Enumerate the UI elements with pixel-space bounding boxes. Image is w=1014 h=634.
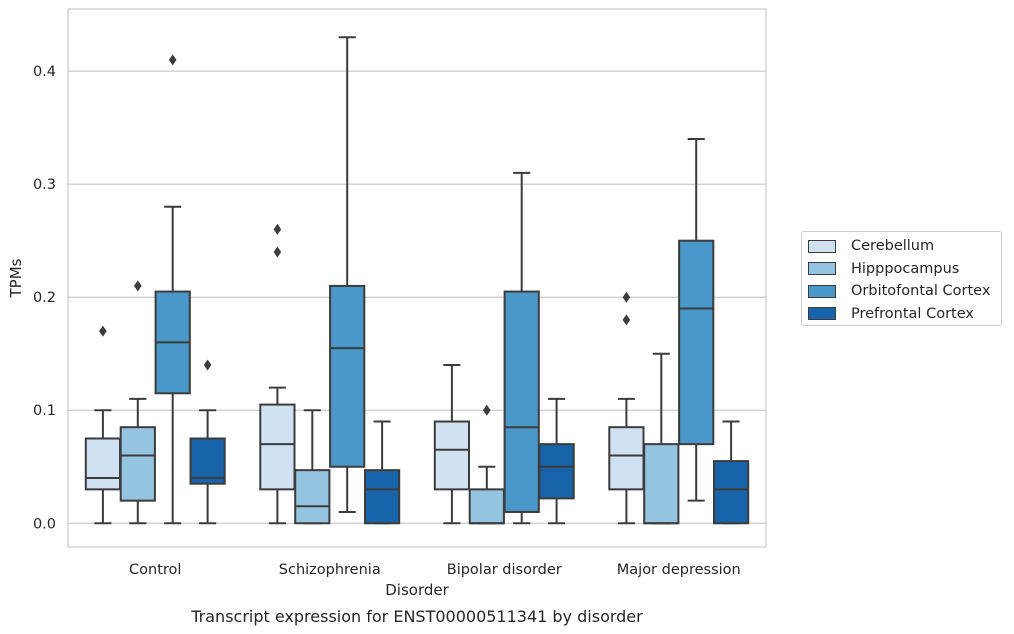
plot-frame [67,8,767,548]
legend-swatch [808,239,836,253]
y-tick-label: 0.2 [33,290,56,306]
legend-swatch [808,262,836,276]
box-orbitofontal-cortex [329,36,366,513]
y-tick-label: 0.0 [33,516,56,532]
box-cerebellum [608,291,645,525]
outlier-point [134,280,142,292]
legend-item: Prefrontal Cortex [808,303,1001,326]
x-tick-label: Control [129,562,181,578]
y-tick-label: 0.4 [33,64,56,80]
box-cerebellum [259,223,296,525]
legend-item: Hipppocampus [808,258,1001,281]
legend-item: Cerebellum [808,235,1001,258]
iqr-box [468,488,505,525]
iqr-box [538,443,575,500]
box-prefrontal-cortex [538,397,575,525]
outlier-point [168,54,177,66]
outlier-point [273,223,282,235]
outlier-point [99,325,107,337]
box-orbitofontal-cortex [154,54,191,525]
box-orbitofontal-cortex [503,171,540,525]
y-tick-label: 0.3 [33,177,56,193]
iqr-box [294,469,331,525]
x-tick-labels: Control Schizophrenia Bipolar disorder Majo… [129,562,741,578]
legend-item: Orbitofontal Cortex [808,280,1001,303]
box-prefrontal-cortex [712,420,750,525]
outlier-point [622,314,631,326]
box-hipppocampus [643,352,680,525]
box-prefrontal-cortex [363,420,401,525]
y-axis-label: TPMs [7,258,25,298]
outlier-point [273,246,282,258]
outlier-point [483,404,491,416]
box-hipppocampus [119,280,156,525]
iqr-box [503,290,540,513]
legend-label: Prefrontal Cortex [851,305,974,322]
iqr-box [678,239,715,446]
box-cerebellum [433,364,471,525]
box-hipppocampus [468,404,505,525]
outlier-point [203,359,212,371]
x-tick-label: Major depression [617,562,741,578]
outlier-point [622,291,631,303]
x-tick-label: Schizophrenia [279,562,381,578]
iqr-box [329,284,366,468]
box-cerebellum [84,325,122,525]
iqr-box [119,426,156,502]
iqr-box [712,460,750,525]
iqr-box [84,437,122,491]
box-orbitofontal-cortex [678,137,715,502]
y-tick-labels: 0.0 0.1 0.2 0.3 0.4 [33,64,56,532]
iqr-box [189,437,226,485]
iqr-box [259,403,296,491]
box-hipppocampus [294,409,331,525]
box-groups [84,36,750,525]
iqr-box [433,420,471,491]
legend-swatch [808,284,836,298]
x-axis-label: Disorder [385,581,449,599]
legend-label: Cerebellum [851,238,935,255]
box-prefrontal-cortex [189,359,226,525]
iqr-box [363,469,401,525]
legend: Cerebellum Hipppocampus Orbitofontal Corte… [801,231,1002,326]
legend-label: Hipppocampus [851,260,960,277]
y-tick-label: 0.1 [33,403,56,419]
chart-title: Transcript expression for ENST0000051134… [190,607,643,626]
x-tick-label: Bipolar disorder [447,562,562,578]
legend-label: Orbitofontal Cortex [851,283,991,300]
iqr-box [643,443,680,525]
iqr-box [608,426,645,491]
legend-swatch [808,307,836,321]
